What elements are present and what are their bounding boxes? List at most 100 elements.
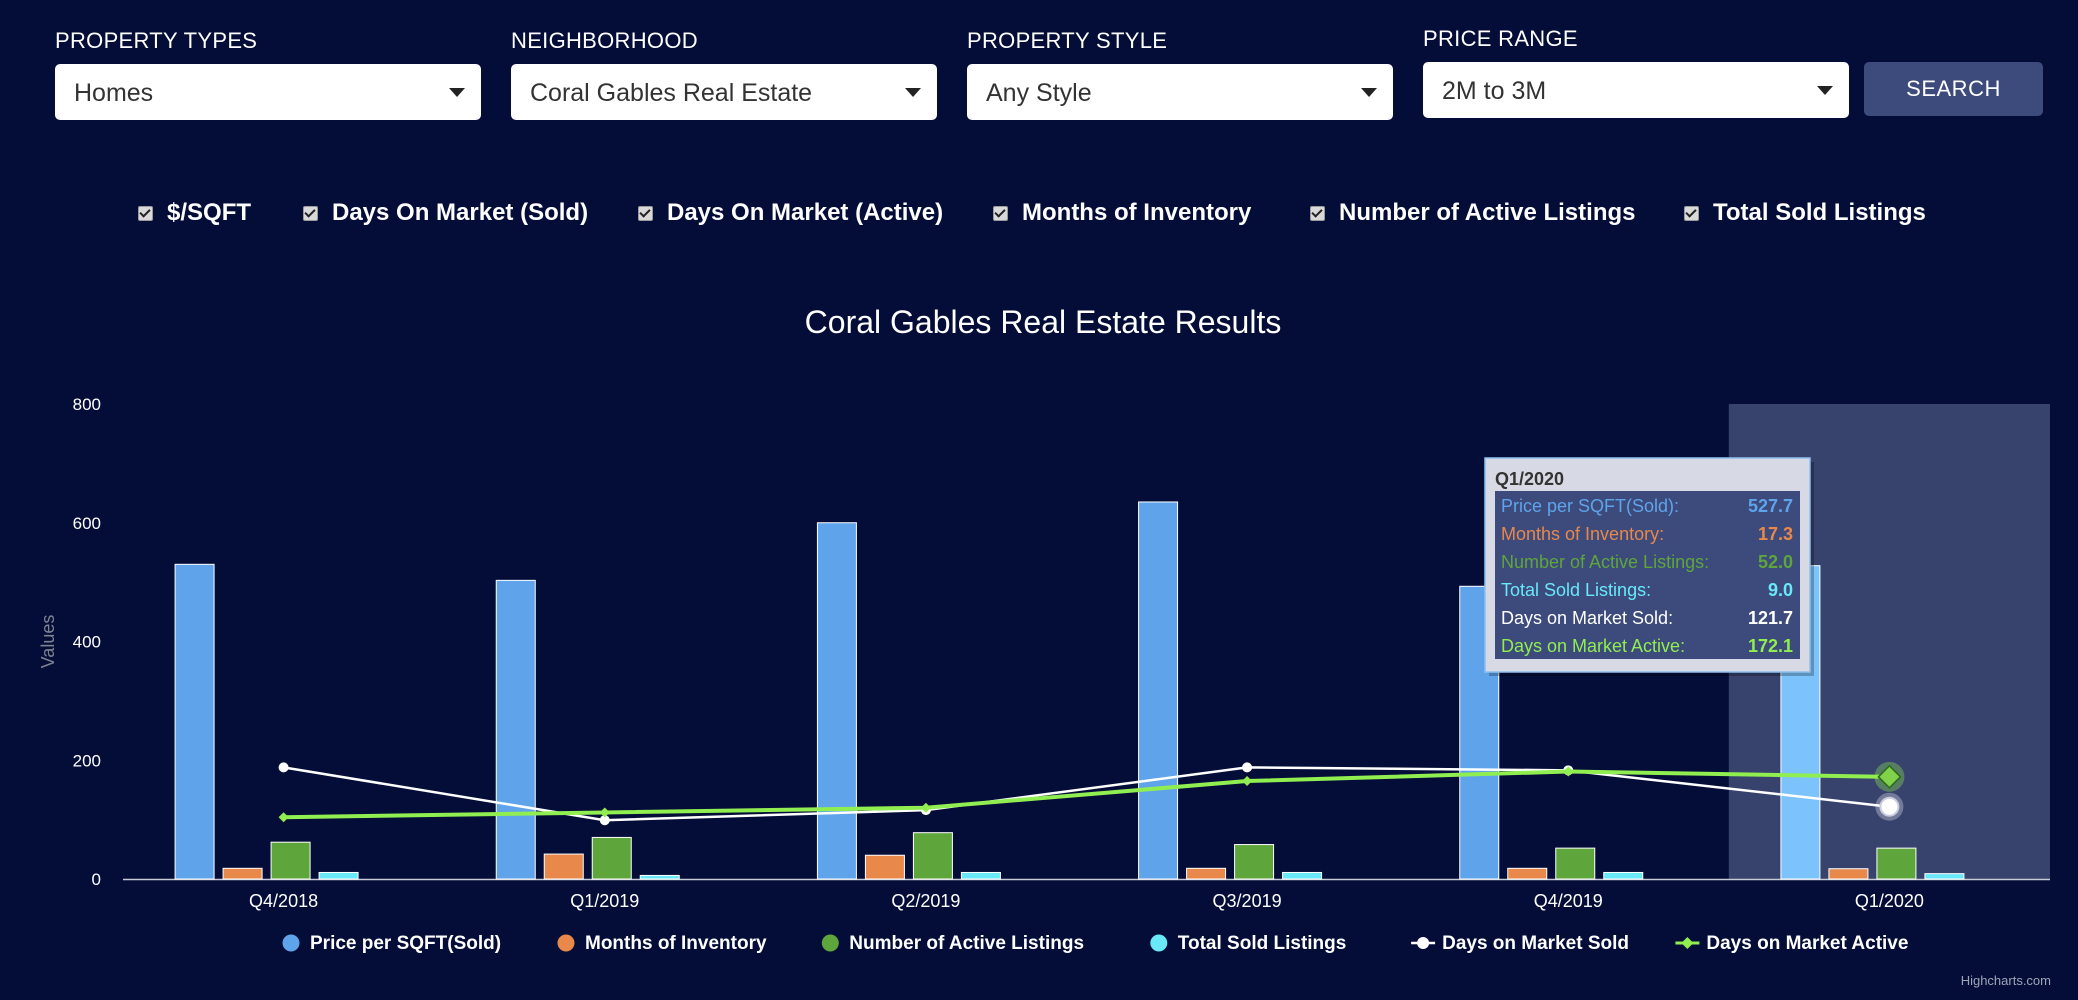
legend-symbol[interactable] <box>821 934 839 952</box>
toggle-days-on-market-active[interactable]: Days On Market (Active) <box>638 195 943 231</box>
legend-symbol[interactable] <box>557 934 575 952</box>
tooltip-row-value: 9.0 <box>1768 580 1793 600</box>
x-tick-label: Q1/2020 <box>1855 891 1924 911</box>
point-days-on-market-active[interactable] <box>1877 764 1902 789</box>
search-button[interactable]: SEARCH <box>1864 62 2043 116</box>
bar-months-of-inventory[interactable] <box>1507 867 1548 880</box>
tooltip-table <box>1495 491 1800 659</box>
toggle-months-of-inventory[interactable]: Months of Inventory <box>993 195 1251 231</box>
toggle-active-listings[interactable]: Number of Active Listings <box>1310 195 1635 231</box>
legend-symbol[interactable] <box>282 934 300 952</box>
bar-total-sold-listings[interactable] <box>960 871 1001 880</box>
caret-down-icon <box>1817 86 1833 95</box>
neighborhood-filter: NEIGHBORHOOD Coral Gables Real Estate <box>511 28 937 122</box>
legend-symbol[interactable] <box>1417 937 1430 949</box>
property-style-filter: PROPERTY STYLE Any Style <box>967 28 1393 122</box>
neighborhood-value: Coral Gables Real Estate <box>530 79 813 107</box>
bar-months-of-inventory[interactable] <box>543 853 584 880</box>
toggle-total-sold-listings[interactable]: Total Sold Listings <box>1684 195 1926 231</box>
tooltip-header: Q1/2020 <box>1495 469 1564 489</box>
tooltip-row-label: Price per SQFT(Sold): <box>1501 496 1679 516</box>
legend-label: Number of Active Listings <box>849 933 1084 954</box>
legend-label: Months of Inventory <box>585 933 767 954</box>
bar-total-sold-listings[interactable] <box>1603 871 1644 880</box>
toggle-days-on-market-sold[interactable]: Days On Market (Sold) <box>303 195 588 231</box>
bar-price-per-sqft-sold-[interactable] <box>495 579 536 880</box>
checkbox-checked-icon[interactable] <box>993 205 1008 221</box>
point-days-on-market-active[interactable] <box>278 812 289 823</box>
property-types-label: PROPERTY TYPES <box>55 28 258 53</box>
toggle-label: $/SQFT <box>167 199 252 226</box>
bar-price-per-sqft-sold-[interactable] <box>816 522 857 880</box>
neighborhood-label: NEIGHBORHOOD <box>511 28 698 53</box>
price-range-value: 2M to 3M <box>1442 77 1547 105</box>
legend-label: Days on Market Active <box>1706 933 1908 954</box>
toggle-label: Number of Active Listings <box>1339 199 1636 226</box>
legend-label: Total Sold Listings <box>1178 933 1347 954</box>
y-tick-label: 200 <box>73 751 101 770</box>
bar-price-per-sqft-sold-[interactable] <box>1138 501 1179 880</box>
bar-total-sold-listings[interactable] <box>1282 871 1323 880</box>
point-days-on-market-sold[interactable] <box>599 815 610 826</box>
point-days-on-market-sold[interactable] <box>1242 762 1253 773</box>
checkbox-checked-icon[interactable] <box>1684 205 1699 221</box>
price-range-select[interactable]: 2M to 3M <box>1423 62 1849 118</box>
chart-title: Coral Gables Real Estate Results <box>805 304 1282 340</box>
tooltip-row-value: 527.7 <box>1748 496 1793 516</box>
tooltip-row-label: Months of Inventory: <box>1501 524 1664 544</box>
bar-months-of-inventory[interactable] <box>1828 868 1869 880</box>
y-tick-label: 600 <box>73 514 101 533</box>
y-tick-label: 800 <box>73 395 101 414</box>
checkbox-checked-icon[interactable] <box>138 205 153 221</box>
bar-months-of-inventory[interactable] <box>222 867 263 880</box>
bar-total-sold-listings[interactable] <box>639 874 680 880</box>
toggle-label: Total Sold Listings <box>1713 199 1926 226</box>
bar-price-per-sqft-sold-[interactable] <box>174 563 215 880</box>
tooltip-row-label: Days on Market Active: <box>1501 636 1685 656</box>
point-days-on-market-active[interactable] <box>920 802 931 813</box>
legend-symbol[interactable] <box>1150 934 1168 952</box>
filter-bar: PROPERTY TYPES Homes NEIGHBORHOOD Coral … <box>0 0 2078 130</box>
bar-number-of-active-listings[interactable] <box>270 841 311 880</box>
toggle-label: Days On Market (Active) <box>667 199 944 226</box>
neighborhood-select[interactable]: Coral Gables Real Estate <box>511 64 937 120</box>
bar-number-of-active-listings[interactable] <box>912 832 953 880</box>
checkbox-checked-icon[interactable] <box>303 205 318 221</box>
bar-total-sold-listings[interactable] <box>318 871 359 880</box>
price-range-label: PRICE RANGE <box>1423 26 1578 51</box>
bar-number-of-active-listings[interactable] <box>1555 847 1596 880</box>
toggle-label: Days On Market (Sold) <box>332 199 589 226</box>
point-days-on-market-sold[interactable] <box>1879 796 1900 817</box>
property-types-filter: PROPERTY TYPES Homes <box>55 28 481 122</box>
tooltip-row-label: Number of Active Listings: <box>1501 552 1709 572</box>
tooltip-row-label: Total Sold Listings: <box>1501 580 1651 600</box>
results-chart: Coral Gables Real Estate Results 0 200 400 6… <box>38 304 2050 954</box>
x-tick-label: Q4/2019 <box>1534 891 1603 911</box>
toggle-price-sqft[interactable]: $/SQFT <box>138 195 251 231</box>
series-toggle-bar: $/SQFT Days On Market (Sold) Days On Mar… <box>0 195 2078 231</box>
point-days-on-market-active[interactable] <box>599 807 610 818</box>
caret-down-icon <box>905 88 921 97</box>
bar-months-of-inventory[interactable] <box>1186 867 1227 880</box>
bar-number-of-active-listings[interactable] <box>1876 847 1917 880</box>
bar-months-of-inventory[interactable] <box>864 854 905 880</box>
point-days-on-market-active[interactable] <box>1242 776 1253 787</box>
tooltip-row-value: 52.0 <box>1758 552 1793 572</box>
x-tick-label: Q1/2019 <box>570 891 639 911</box>
highcharts-credit[interactable]: Highcharts.com <box>1960 973 2051 988</box>
point-days-on-market-sold[interactable] <box>278 762 289 773</box>
tooltip-row-value: 172.1 <box>1748 636 1793 656</box>
y-tick-label: 0 <box>92 870 101 889</box>
checkbox-checked-icon[interactable] <box>1310 205 1325 221</box>
property-style-label: PROPERTY STYLE <box>967 28 1168 53</box>
bar-total-sold-listings[interactable] <box>1924 873 1965 880</box>
bar-number-of-active-listings[interactable] <box>1234 844 1275 880</box>
legend-symbol[interactable] <box>1681 937 1694 949</box>
point-days-on-market-active[interactable] <box>1563 766 1574 777</box>
bar-number-of-active-listings[interactable] <box>591 836 632 880</box>
property-style-select[interactable]: Any Style <box>967 64 1393 120</box>
property-types-select[interactable]: Homes <box>55 64 481 120</box>
tooltip-row-value: 121.7 <box>1748 608 1793 628</box>
checkbox-checked-icon[interactable] <box>638 205 653 221</box>
tooltip-row-label: Days on Market Sold: <box>1501 608 1673 628</box>
